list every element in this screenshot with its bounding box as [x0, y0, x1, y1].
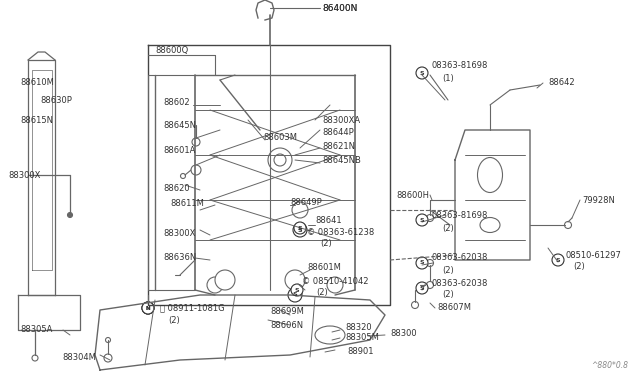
Text: Ⓝ 08911-1081G: Ⓝ 08911-1081G: [160, 304, 225, 312]
Circle shape: [416, 214, 428, 226]
Circle shape: [142, 302, 154, 314]
Circle shape: [288, 288, 302, 302]
Circle shape: [293, 223, 307, 237]
Text: S: S: [294, 288, 300, 292]
Text: S: S: [556, 257, 560, 263]
Text: 86400N: 86400N: [322, 3, 357, 13]
Text: (2): (2): [442, 224, 454, 232]
Text: S: S: [420, 218, 424, 222]
Text: (2): (2): [442, 266, 454, 275]
Circle shape: [552, 254, 564, 266]
Text: 08510-61297: 08510-61297: [565, 250, 621, 260]
Circle shape: [291, 284, 303, 296]
Circle shape: [268, 148, 292, 172]
Text: 88641: 88641: [315, 215, 342, 224]
Text: 88300: 88300: [390, 328, 417, 337]
Ellipse shape: [480, 218, 500, 232]
Text: 08363-62038: 08363-62038: [432, 253, 488, 263]
Text: S: S: [298, 228, 302, 232]
Ellipse shape: [315, 326, 345, 344]
Text: ^880*0.8: ^880*0.8: [591, 362, 628, 371]
Text: 88610M: 88610M: [20, 77, 54, 87]
Text: 88305A: 88305A: [20, 326, 52, 334]
Text: S: S: [292, 292, 298, 298]
Circle shape: [192, 138, 200, 146]
Text: (2): (2): [320, 238, 332, 247]
Text: 88305M: 88305M: [345, 334, 379, 343]
Text: 88606N: 88606N: [270, 321, 303, 330]
Text: 88649P: 88649P: [290, 198, 322, 206]
Circle shape: [67, 212, 72, 218]
Circle shape: [191, 165, 201, 175]
Circle shape: [426, 215, 433, 221]
Text: 88600Q: 88600Q: [155, 45, 188, 55]
Text: 88601M: 88601M: [307, 263, 341, 273]
Text: S: S: [420, 285, 424, 291]
Text: 08363-81698: 08363-81698: [432, 61, 488, 70]
Text: 88603M: 88603M: [263, 132, 297, 141]
Circle shape: [426, 282, 433, 289]
Text: (2): (2): [316, 289, 328, 298]
Text: 88615N: 88615N: [20, 115, 53, 125]
Text: 88636N: 88636N: [163, 253, 196, 263]
Circle shape: [207, 277, 223, 293]
Text: 88300X: 88300X: [163, 228, 195, 237]
Circle shape: [180, 173, 186, 179]
Ellipse shape: [477, 157, 502, 192]
Text: © 08510-41042: © 08510-41042: [302, 278, 369, 286]
Text: 88601A: 88601A: [163, 145, 195, 154]
Circle shape: [104, 354, 112, 362]
Circle shape: [294, 222, 306, 234]
Text: (1): (1): [442, 74, 454, 83]
Circle shape: [142, 302, 154, 314]
Text: S: S: [420, 260, 424, 266]
Text: 88630P: 88630P: [40, 96, 72, 105]
Circle shape: [426, 260, 433, 266]
Text: 88320: 88320: [345, 324, 372, 333]
Text: (2): (2): [442, 291, 454, 299]
Text: 79928N: 79928N: [582, 196, 615, 205]
Circle shape: [274, 154, 286, 166]
Text: S: S: [420, 71, 424, 76]
Text: 08363-62038: 08363-62038: [432, 279, 488, 288]
Circle shape: [215, 270, 235, 290]
Text: (2): (2): [573, 263, 585, 272]
Text: 08363-81698: 08363-81698: [432, 211, 488, 219]
Text: 88645NB: 88645NB: [322, 155, 361, 164]
Circle shape: [292, 202, 308, 218]
Circle shape: [285, 270, 305, 290]
Circle shape: [327, 277, 343, 293]
Circle shape: [416, 282, 428, 294]
Text: © 08363-61238: © 08363-61238: [307, 228, 374, 237]
Text: 88300XA: 88300XA: [322, 115, 360, 125]
Text: 88644P: 88644P: [322, 128, 354, 137]
Circle shape: [416, 67, 428, 79]
Circle shape: [564, 221, 572, 228]
Text: 88300X: 88300X: [8, 170, 40, 180]
Text: 88620: 88620: [163, 183, 189, 192]
Circle shape: [416, 257, 428, 269]
Circle shape: [142, 302, 154, 314]
Circle shape: [412, 301, 419, 308]
Text: 86400N: 86400N: [322, 3, 357, 13]
Text: 88611M: 88611M: [170, 199, 204, 208]
Text: 88607M: 88607M: [437, 304, 471, 312]
Text: 88642: 88642: [548, 77, 575, 87]
Circle shape: [106, 337, 111, 343]
Text: 88699M: 88699M: [270, 308, 304, 317]
Text: 88602: 88602: [163, 97, 189, 106]
Text: S: S: [298, 225, 302, 231]
Circle shape: [32, 355, 38, 361]
Text: N: N: [146, 305, 150, 311]
Text: 88600H: 88600H: [396, 190, 429, 199]
Text: 88621N: 88621N: [322, 141, 355, 151]
Text: (2): (2): [168, 315, 180, 324]
Text: 88645N: 88645N: [163, 121, 196, 129]
Text: 88304M: 88304M: [62, 353, 96, 362]
Text: 88901: 88901: [347, 347, 374, 356]
Text: N: N: [146, 305, 150, 311]
